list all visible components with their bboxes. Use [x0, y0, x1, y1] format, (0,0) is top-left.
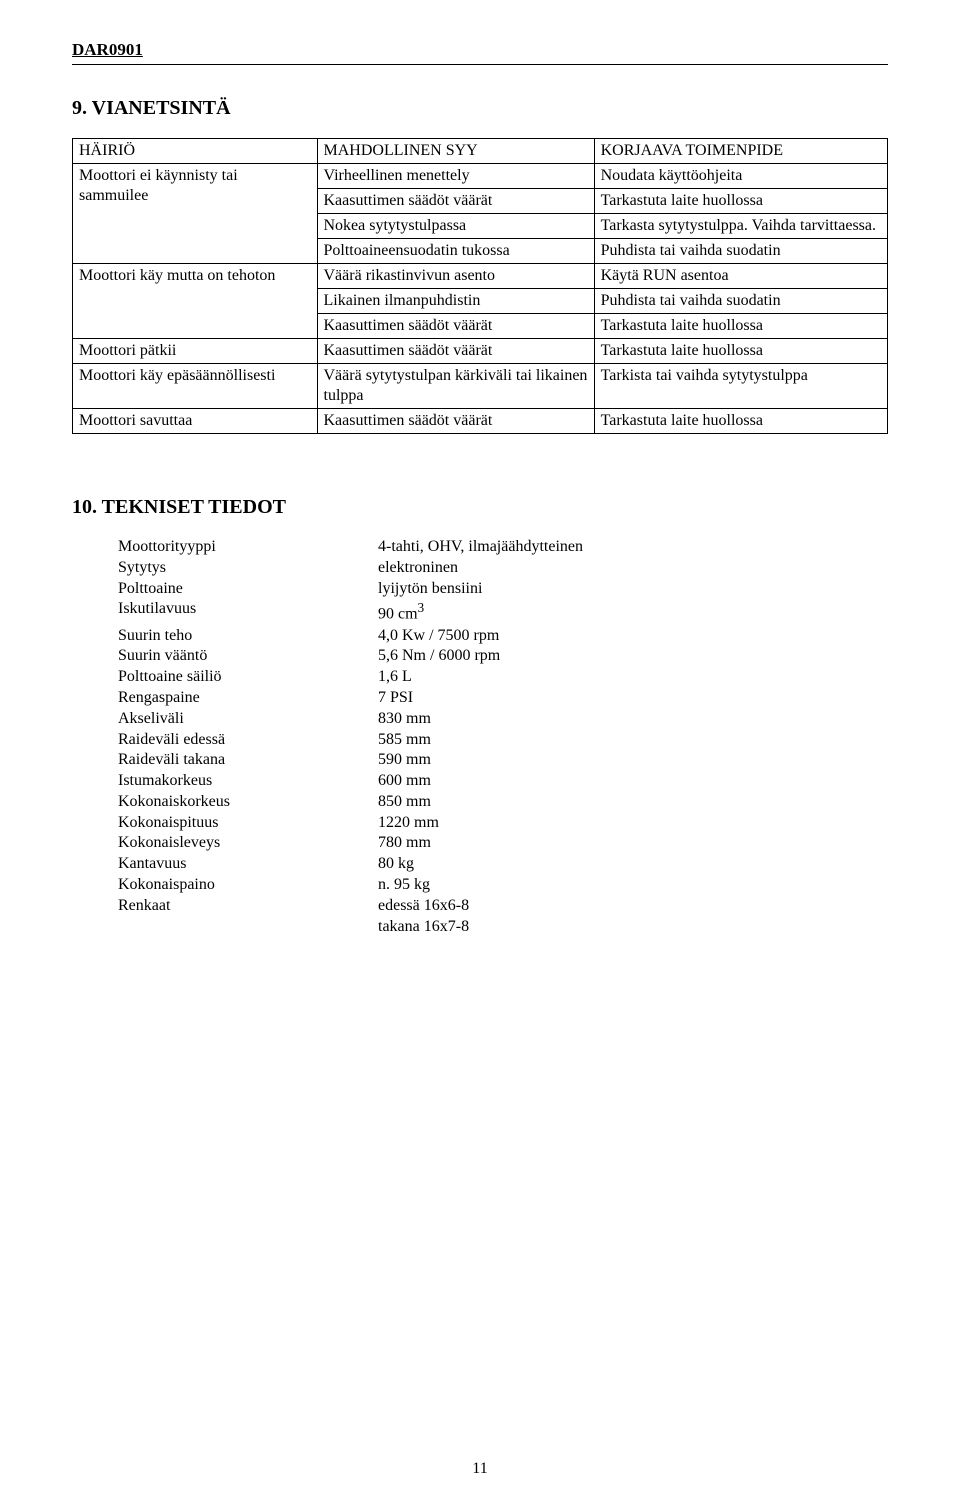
table-cell: Tarkastuta laite huollossa — [594, 409, 887, 434]
table-cell: Kaasuttimen säädöt väärät — [317, 189, 594, 214]
spec-label: Polttoaine säiliö — [118, 667, 378, 688]
spec-value: 600 mm — [378, 771, 888, 792]
table-head-cell: KORJAAVA TOIMENPIDE — [594, 139, 887, 164]
spec-row: Polttoainelyijytön bensiini — [118, 579, 888, 600]
spec-label: Suurin vääntö — [118, 646, 378, 667]
table-cell: Virheellinen menettely — [317, 164, 594, 189]
spec-row: Raideväli takana590 mm — [118, 750, 888, 771]
table-cell: Noudata käyttöohjeita — [594, 164, 887, 189]
spec-row: Kokonaispituus1220 mm — [118, 813, 888, 834]
table-head-cell: MAHDOLLINEN SYY — [317, 139, 594, 164]
table-cell: Polttoaineensuodatin tukossa — [317, 239, 594, 264]
table-head-row: HÄIRIÖMAHDOLLINEN SYYKORJAAVA TOIMENPIDE — [73, 139, 888, 164]
table-cell: Moottori ei käynnisty tai sammuilee — [73, 164, 318, 264]
table-cell: Tarkastuta laite huollossa — [594, 314, 887, 339]
spec-row: Raideväli edessä585 mm — [118, 730, 888, 751]
spec-value: 780 mm — [378, 833, 888, 854]
spec-value: 4-tahti, OHV, ilmajäähdytteinen — [378, 537, 888, 558]
table-row: Moottori käy epäsäännöllisestiVäärä syty… — [73, 364, 888, 409]
table-row: Moottori käy mutta on tehotonVäärä rikas… — [73, 264, 888, 289]
table-row: Moottori ei käynnisty tai sammuileeVirhe… — [73, 164, 888, 189]
spec-label: Suurin teho — [118, 626, 378, 647]
spec-row: Polttoaine säiliö1,6 L — [118, 667, 888, 688]
spec-value: 1220 mm — [378, 813, 888, 834]
spec-value: 850 mm — [378, 792, 888, 813]
table-cell: Moottori savuttaa — [73, 409, 318, 434]
spec-label: Kokonaiskorkeus — [118, 792, 378, 813]
table-head-cell: HÄIRIÖ — [73, 139, 318, 164]
page-number: 11 — [0, 1460, 960, 1478]
spec-value: 80 kg — [378, 854, 888, 875]
spec-row: Renkaatedessä 16x6-8takana 16x7-8 — [118, 896, 888, 938]
section-9-heading: 9. VIANETSINTÄ — [72, 97, 888, 120]
table-cell: Nokea sytytystulpassa — [317, 214, 594, 239]
table-cell: Tarkista tai vaihda sytytystulppa — [594, 364, 887, 409]
table-row: Moottori savuttaaKaasuttimen säädöt väär… — [73, 409, 888, 434]
spec-label: Kokonaispaino — [118, 875, 378, 896]
table-cell: Puhdista tai vaihda suodatin — [594, 289, 887, 314]
spec-label: Raideväli takana — [118, 750, 378, 771]
spec-label: Moottorityyppi — [118, 537, 378, 558]
table-cell: Väärä rikastinvivun asento — [317, 264, 594, 289]
header-code: DAR0901 — [72, 40, 888, 60]
spec-value: lyijytön bensiini — [378, 579, 888, 600]
header-rule — [72, 64, 888, 65]
spec-value: 830 mm — [378, 709, 888, 730]
table-cell: Tarkastuta laite huollossa — [594, 189, 887, 214]
spec-label: Polttoaine — [118, 579, 378, 600]
spec-row: Suurin vääntö5,6 Nm / 6000 rpm — [118, 646, 888, 667]
spec-value: 4,0 Kw / 7500 rpm — [378, 626, 888, 647]
troubleshooting-table: HÄIRIÖMAHDOLLINEN SYYKORJAAVA TOIMENPIDE… — [72, 138, 888, 434]
spec-value: 590 mm — [378, 750, 888, 771]
specs-list: Moottorityyppi4-tahti, OHV, ilmajäähdytt… — [118, 537, 888, 937]
table-cell: Käytä RUN asentoa — [594, 264, 887, 289]
spec-value: n. 95 kg — [378, 875, 888, 896]
spec-row: Kantavuus80 kg — [118, 854, 888, 875]
spec-label: Iskutilavuus — [118, 599, 378, 625]
spec-value: 5,6 Nm / 6000 rpm — [378, 646, 888, 667]
spec-value: 7 PSI — [378, 688, 888, 709]
spec-label: Akseliväli — [118, 709, 378, 730]
spec-label: Rengaspaine — [118, 688, 378, 709]
spec-label: Kokonaispituus — [118, 813, 378, 834]
spec-row: Suurin teho4,0 Kw / 7500 rpm — [118, 626, 888, 647]
spec-value: 1,6 L — [378, 667, 888, 688]
table-cell: Väärä sytytystulpan kärkiväli tai likain… — [317, 364, 594, 409]
table-cell: Tarkasta sytytystulppa. Vaihda tarvittae… — [594, 214, 887, 239]
spec-row: Istumakorkeus600 mm — [118, 771, 888, 792]
spec-label: Kokonaisleveys — [118, 833, 378, 854]
spec-label: Kantavuus — [118, 854, 378, 875]
table-cell: Kaasuttimen säädöt väärät — [317, 409, 594, 434]
spec-row: Moottorityyppi4-tahti, OHV, ilmajäähdytt… — [118, 537, 888, 558]
spec-label: Renkaat — [118, 896, 378, 938]
table-cell: Moottori pätkii — [73, 339, 318, 364]
section-10-heading: 10. TEKNISET TIEDOT — [72, 496, 888, 519]
spec-row: Kokonaispainon. 95 kg — [118, 875, 888, 896]
table-row: Moottori pätkiiKaasuttimen säädöt väärät… — [73, 339, 888, 364]
table-cell: Tarkastuta laite huollossa — [594, 339, 887, 364]
table-cell: Moottori käy epäsäännöllisesti — [73, 364, 318, 409]
table-cell: Moottori käy mutta on tehoton — [73, 264, 318, 339]
spec-value: edessä 16x6-8takana 16x7-8 — [378, 896, 888, 938]
spec-value: elektroninen — [378, 558, 888, 579]
spec-label: Raideväli edessä — [118, 730, 378, 751]
table-cell: Likainen ilmanpuhdistin — [317, 289, 594, 314]
spec-label: Sytytys — [118, 558, 378, 579]
document-page: DAR0901 9. VIANETSINTÄ HÄIRIÖMAHDOLLINEN… — [0, 0, 960, 1512]
table-cell: Kaasuttimen säädöt väärät — [317, 314, 594, 339]
spec-value: 585 mm — [378, 730, 888, 751]
spec-row: Iskutilavuus90 cm3 — [118, 599, 888, 625]
spec-row: Kokonaisleveys780 mm — [118, 833, 888, 854]
spec-row: Akseliväli830 mm — [118, 709, 888, 730]
table-cell: Kaasuttimen säädöt väärät — [317, 339, 594, 364]
spec-row: Kokonaiskorkeus850 mm — [118, 792, 888, 813]
spec-row: Rengaspaine7 PSI — [118, 688, 888, 709]
spec-row: Sytytyselektroninen — [118, 558, 888, 579]
spec-label: Istumakorkeus — [118, 771, 378, 792]
table-cell: Puhdista tai vaihda suodatin — [594, 239, 887, 264]
spec-value: 90 cm3 — [378, 599, 888, 625]
